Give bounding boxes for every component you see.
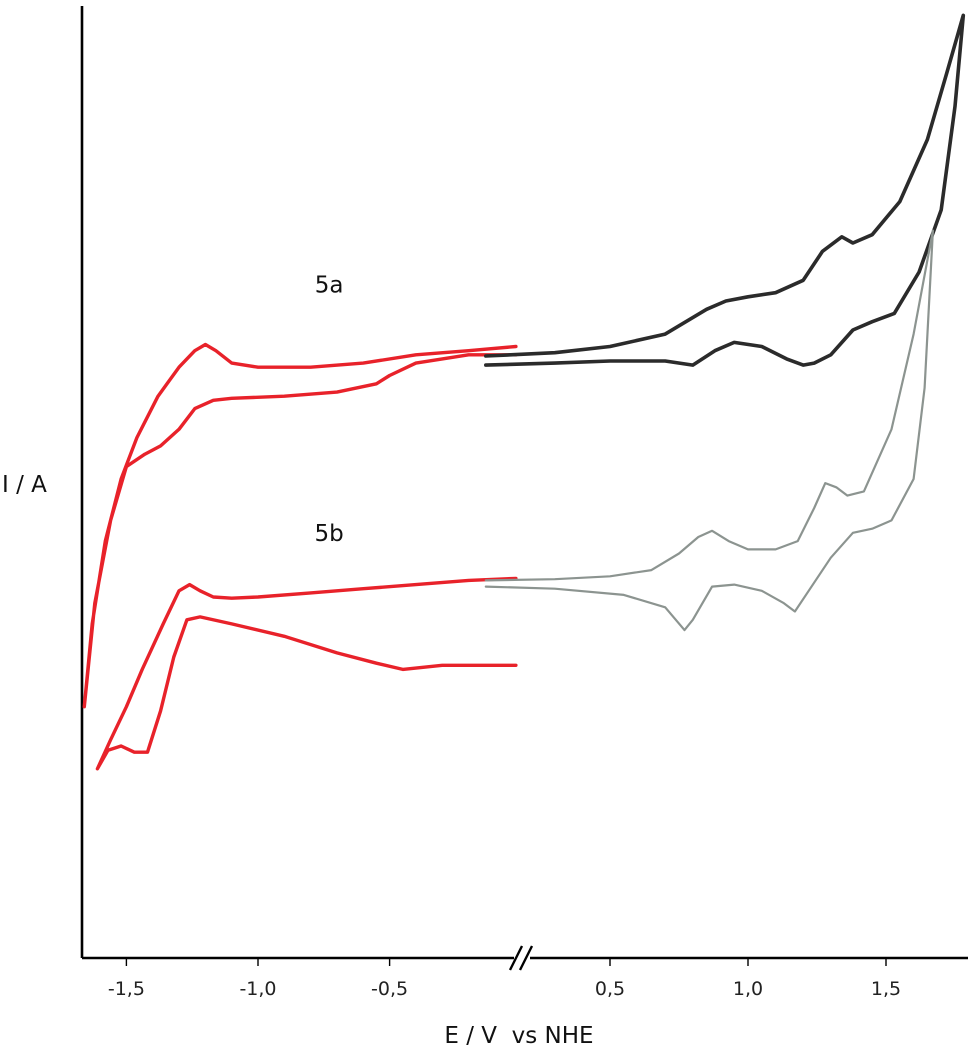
x-tick-label: 0,5	[595, 978, 625, 1000]
trace-5b-negative	[95, 576, 518, 771]
x-tick-label: 1,5	[871, 978, 901, 1000]
axis-break-marker	[508, 945, 534, 971]
x-tick-label: -0,5	[371, 978, 408, 1000]
trace-5b-positive	[484, 229, 935, 632]
y-axis-title: I / A	[2, 472, 47, 498]
axes	[80, 6, 968, 971]
x-tick-label: -1,5	[108, 978, 145, 1000]
x-axis-title: E / V vs NHE	[444, 1023, 593, 1049]
x-ticks: -1,5 -1,0 -0,5 0,5 1,0 1,5	[108, 958, 901, 1000]
curve-labels: 5a 5b	[314, 273, 343, 547]
curve-label-5b: 5b	[314, 521, 343, 547]
traces	[82, 13, 966, 771]
x-tick-label: -1,0	[239, 978, 276, 1000]
trace-5a-positive	[483, 13, 966, 367]
trace-5a-negative	[82, 342, 518, 709]
curve-label-5a: 5a	[315, 273, 344, 299]
x-tick-label: 1,0	[733, 978, 763, 1000]
